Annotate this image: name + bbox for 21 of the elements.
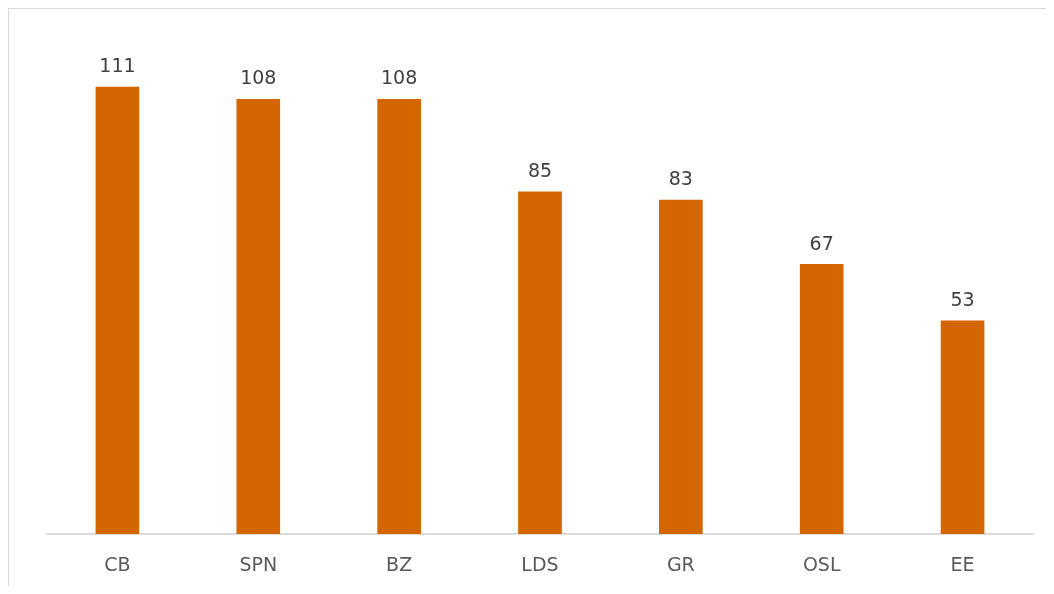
x-tick-label: SPN bbox=[239, 552, 278, 575]
x-tick-label: GR bbox=[666, 552, 695, 575]
data-label: 85 bbox=[527, 159, 553, 182]
bar bbox=[236, 98, 281, 534]
data-label: 53 bbox=[950, 287, 975, 310]
bar bbox=[95, 86, 140, 534]
bar bbox=[377, 98, 421, 534]
data-label: 108 bbox=[381, 66, 418, 89]
x-tick-label: EE bbox=[950, 552, 975, 575]
x-tick-label: LDS bbox=[521, 552, 559, 575]
x-tick-label: CB bbox=[104, 552, 131, 575]
data-label: 108 bbox=[240, 66, 277, 89]
x-tick-label: OSL bbox=[802, 552, 841, 575]
bar bbox=[659, 199, 703, 534]
data-label: 67 bbox=[809, 231, 834, 254]
bar bbox=[940, 320, 985, 534]
data-label: 83 bbox=[668, 167, 693, 190]
bar bbox=[799, 264, 844, 534]
x-tick-label: BZ bbox=[386, 552, 413, 575]
bar bbox=[518, 191, 562, 534]
data-label: 111 bbox=[99, 54, 136, 77]
